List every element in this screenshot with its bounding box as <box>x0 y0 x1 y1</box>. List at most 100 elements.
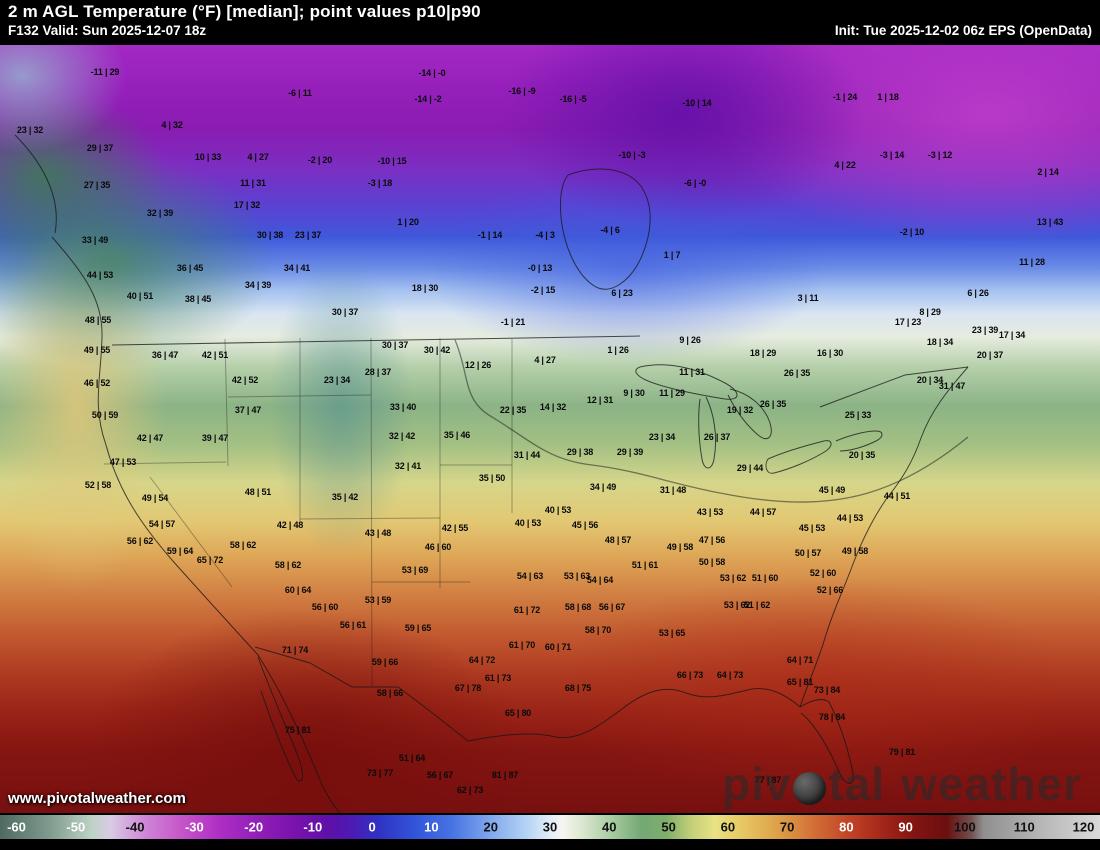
point-value-label: 53 | 63 <box>563 571 591 581</box>
point-value-label: 58 | 62 <box>229 540 257 550</box>
point-value-label: 36 | 47 <box>151 350 179 360</box>
point-value-label: -3 | 18 <box>367 178 393 188</box>
point-value-label: 16 | 30 <box>816 348 844 358</box>
point-value-label: 31 | 47 <box>938 381 966 391</box>
colorbar-tick-label: -60 <box>7 819 26 835</box>
header: 2 m AGL Temperature (°F) [median]; point… <box>0 0 1100 45</box>
point-value-label: 29 | 38 <box>566 447 594 457</box>
colorbar-tick-label: 90 <box>898 819 913 835</box>
point-value-label: 13 | 43 <box>1036 217 1064 227</box>
point-value-label: 18 | 34 <box>926 337 954 347</box>
point-value-label: -16 | -9 <box>508 86 536 96</box>
point-value-label: 38 | 45 <box>184 294 212 304</box>
point-value-label: 14 | 32 <box>539 402 567 412</box>
point-value-label: 11 | 31 <box>240 178 266 188</box>
point-value-label: 58 | 62 <box>274 560 302 570</box>
colorbar-tick-label: 60 <box>720 819 736 835</box>
point-value-label: 20 | 34 <box>916 375 944 385</box>
point-value-label: -14 | -0 <box>418 68 446 78</box>
colorbar-tick-label: 110 <box>1013 819 1035 835</box>
point-value-label: 51 | 64 <box>398 753 426 763</box>
point-value-label: 53 | 69 <box>401 565 429 575</box>
point-value-label: 12 | 26 <box>464 360 492 370</box>
point-value-label: 53 | 62 <box>719 573 747 583</box>
point-value-label: 49 | 55 <box>83 345 111 355</box>
point-value-label: 4 | 22 <box>834 160 856 170</box>
point-value-label: 29 | 44 <box>736 463 764 473</box>
point-value-label: 45 | 53 <box>798 523 826 533</box>
point-value-label: 56 | 67 <box>426 770 454 780</box>
point-value-label: 59 | 65 <box>404 623 432 633</box>
point-value-label: 23 | 34 <box>323 375 351 385</box>
point-value-label: 1 | 7 <box>663 250 681 260</box>
weather-map: -11 | 29 -6 | 11 -14 | -0 -14 | -2 -16 | -9 -… <box>0 45 1100 813</box>
point-value-label: 64 | 73 <box>716 670 744 680</box>
geography-borders-overlay <box>14 134 969 813</box>
point-value-label: 42 | 51 <box>201 350 229 360</box>
point-value-label: 44 | 51 <box>883 491 911 501</box>
colorbar-tick-label: -40 <box>125 819 145 835</box>
point-value-label: 53 | 62 <box>723 600 751 610</box>
point-value-label: 34 | 49 <box>589 482 617 492</box>
point-value-label: 29 | 37 <box>86 143 114 153</box>
point-value-label: 54 | 57 <box>148 519 176 529</box>
point-value-label: -0 | 13 <box>527 263 553 273</box>
point-value-label: 42 | 48 <box>276 520 304 530</box>
point-value-label: 45 | 49 <box>818 485 846 495</box>
point-value-label: 61 | 72 <box>513 605 541 615</box>
point-value-label: -1 | 24 <box>832 92 858 102</box>
logo-text-tal: tal <box>828 758 886 810</box>
colorbar-tick-label: 50 <box>661 819 676 835</box>
point-value-label: 62 | 73 <box>456 785 484 795</box>
point-value-label: 49 | 58 <box>666 542 694 552</box>
point-value-label: 48 | 57 <box>604 535 632 545</box>
colorbar-tick-label: 20 <box>483 819 498 835</box>
point-value-label: 73 | 77 <box>366 768 394 778</box>
point-value-label: 54 | 63 <box>516 571 544 581</box>
colorbar-tick-label: 40 <box>602 819 617 835</box>
point-value-label: 52 | 60 <box>809 568 837 578</box>
point-value-label: 1 | 20 <box>397 217 419 227</box>
point-value-label: 60 | 64 <box>284 585 312 595</box>
colorbar-tick-label: 120 <box>1072 819 1095 835</box>
point-value-label: 23 | 39 <box>971 325 999 335</box>
point-value-label: 23 | 37 <box>294 230 322 240</box>
point-value-label: -1 | 14 <box>477 230 503 240</box>
point-value-label: 31 | 44 <box>513 450 541 460</box>
point-value-label: -1 | 21 <box>500 317 526 327</box>
point-values-layer: -11 | 29 -6 | 11 -14 | -0 -14 | -2 -16 | -9 -… <box>0 45 1100 813</box>
point-value-label: 1 | 18 <box>877 92 899 102</box>
point-value-label: 29 | 39 <box>616 447 644 457</box>
point-value-label: 30 | 38 <box>256 230 284 240</box>
point-value-label: -2 | 10 <box>899 227 925 237</box>
point-value-label: 56 | 67 <box>598 602 626 612</box>
point-value-label: 18 | 29 <box>749 348 777 358</box>
point-value-label: 18 | 30 <box>411 283 439 293</box>
colorbar-tick-label: 10 <box>424 819 439 835</box>
point-value-label: 47 | 53 <box>109 457 137 467</box>
point-value-label: 61 | 73 <box>484 673 512 683</box>
point-value-label: 1 | 26 <box>607 345 629 355</box>
point-value-label: 40 | 51 <box>126 291 154 301</box>
point-value-label: 77 | 87 <box>754 775 782 785</box>
point-value-label: 30 | 42 <box>423 345 451 355</box>
point-value-label: 35 | 50 <box>478 473 506 483</box>
point-value-label: -10 | 14 <box>682 98 712 108</box>
point-value-label: 26 | 37 <box>703 432 731 442</box>
point-value-label: 6 | 23 <box>611 288 633 298</box>
point-value-label: 46 | 60 <box>424 542 452 552</box>
point-value-label: 4 | 32 <box>161 120 183 130</box>
point-value-label: -11 | 29 <box>90 67 120 77</box>
point-value-label: 53 | 59 <box>364 595 392 605</box>
point-value-label: 65 | 80 <box>504 708 532 718</box>
point-value-label: 64 | 72 <box>468 655 496 665</box>
point-value-label: 78 | 84 <box>818 712 846 722</box>
point-value-label: 17 | 34 <box>998 330 1026 340</box>
point-value-label: 25 | 33 <box>844 410 872 420</box>
point-value-label: 31 | 48 <box>659 485 687 495</box>
point-value-label: 4 | 27 <box>534 355 556 365</box>
point-value-label: 44 | 57 <box>749 507 777 517</box>
point-value-label: 53 | 65 <box>658 628 686 638</box>
colorbar-tick-label: -50 <box>66 819 86 835</box>
point-value-label: 17 | 32 <box>233 200 261 210</box>
